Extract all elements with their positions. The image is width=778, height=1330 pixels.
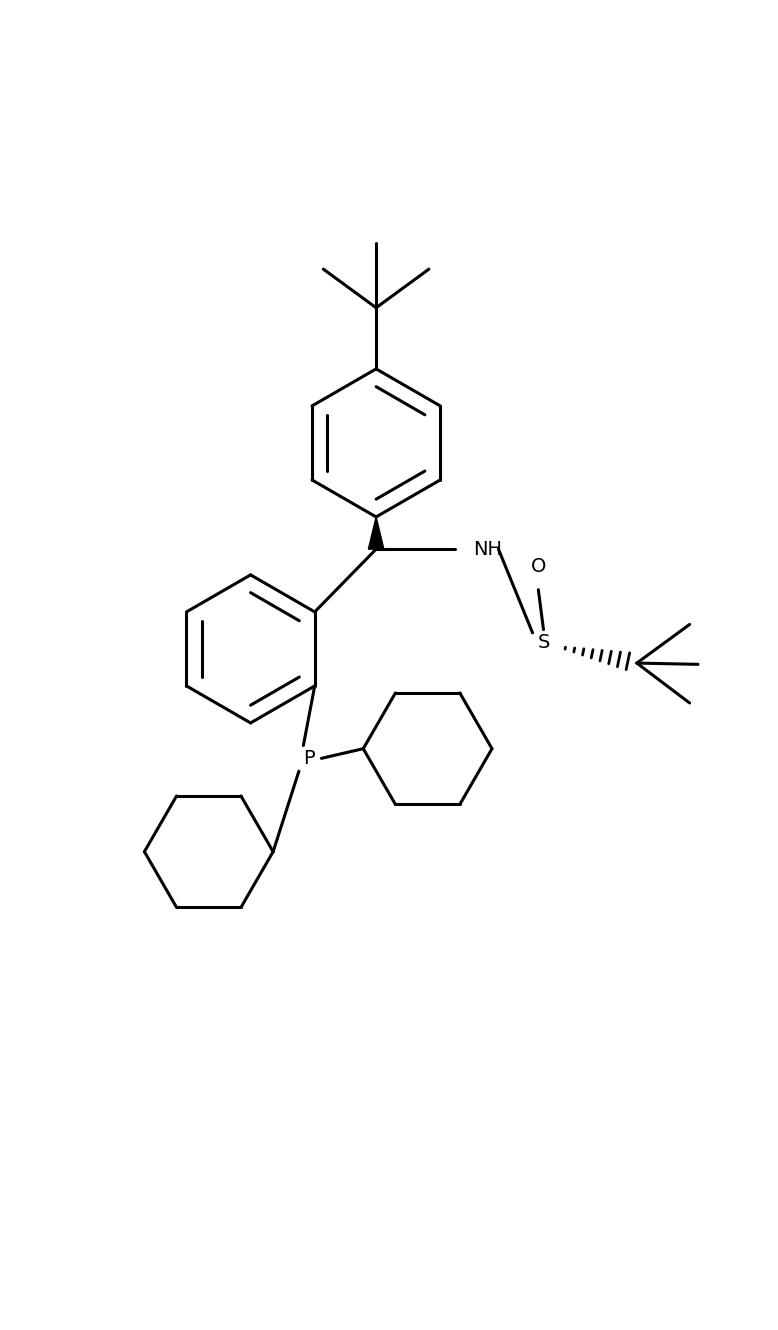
- Text: NH: NH: [473, 540, 502, 559]
- Text: P: P: [303, 749, 314, 767]
- Text: S: S: [538, 633, 550, 652]
- Text: O: O: [531, 557, 546, 576]
- Polygon shape: [369, 517, 384, 549]
